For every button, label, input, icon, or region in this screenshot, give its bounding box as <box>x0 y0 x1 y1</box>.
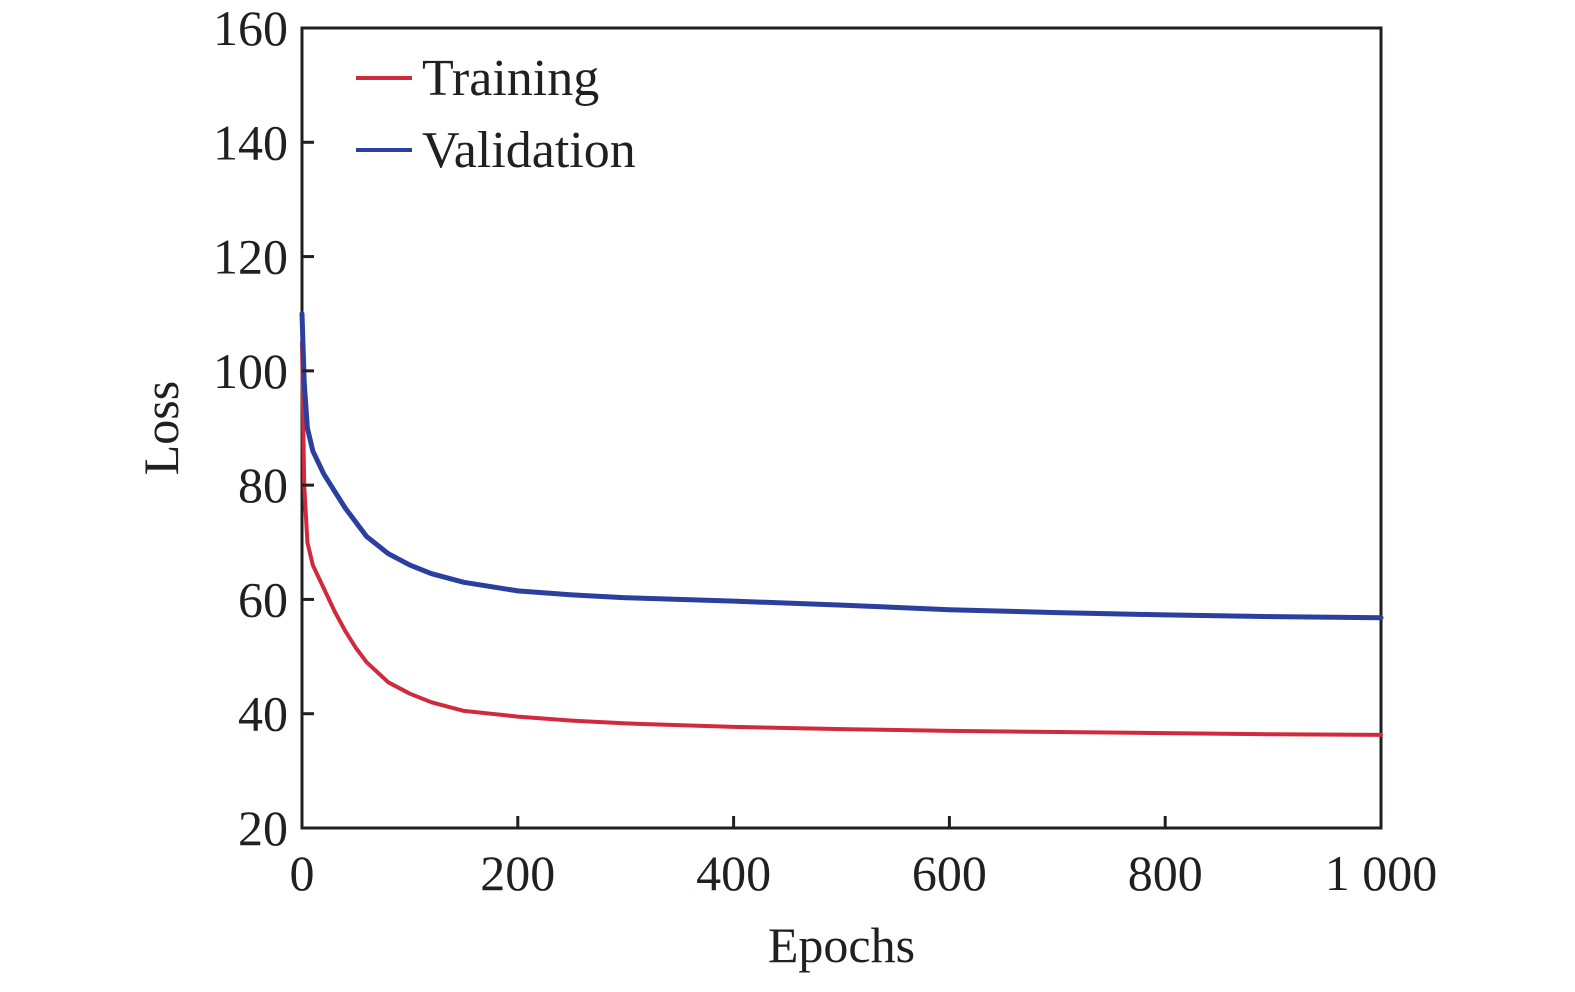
legend: Training Validation <box>356 50 636 179</box>
series-line-validation <box>299 311 1384 621</box>
x-tick-label: 800 <box>1128 845 1203 901</box>
x-axis-title: Epochs <box>768 917 915 973</box>
series-group <box>299 311 1384 737</box>
y-tick-label: 20 <box>238 800 288 856</box>
x-tick-label: 1 000 <box>1325 845 1438 901</box>
y-tick-label: 100 <box>213 343 288 399</box>
y-axis-title: Loss <box>133 381 189 475</box>
labels-group: 0 200 400 600 800 1 000 20 40 60 80 100 120 140 160 Ep… <box>133 0 1437 973</box>
legend-label-validation: Validation <box>422 122 636 179</box>
y-tick-label: 60 <box>238 571 288 627</box>
y-tick-label: 80 <box>238 457 288 513</box>
x-tick-label: 400 <box>696 845 771 901</box>
legend-label-training: Training <box>422 50 599 107</box>
ticks-group <box>302 140 1167 828</box>
series-line-training <box>300 340 1383 737</box>
y-tick-label: 140 <box>213 114 288 170</box>
y-tick-label: 160 <box>213 0 288 56</box>
y-tick-label: 120 <box>213 229 288 285</box>
x-tick-label: 600 <box>912 845 987 901</box>
y-tick-label: 40 <box>238 686 288 742</box>
x-tick-label: 200 <box>480 845 555 901</box>
x-tick-label: 0 <box>290 845 315 901</box>
